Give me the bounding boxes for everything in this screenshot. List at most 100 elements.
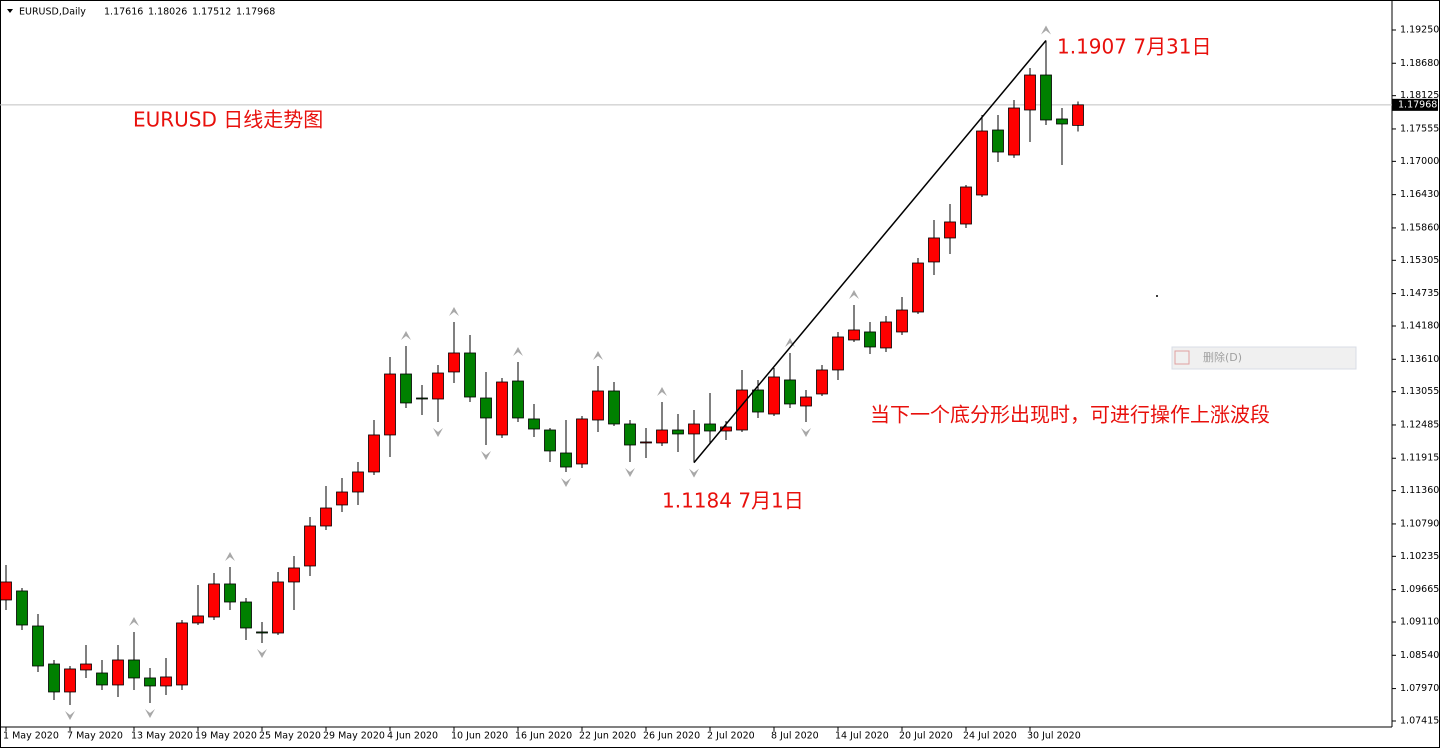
header-value: 1.17512: [192, 7, 231, 18]
fractal-down: [145, 708, 155, 718]
candle-body: [64, 668, 76, 693]
candle-body: [336, 491, 348, 506]
header-value: 1.17616: [104, 7, 143, 18]
menu-arrow: [7, 9, 13, 13]
candle-body: [816, 369, 828, 395]
y-tick-label: 1.12485: [1400, 419, 1439, 430]
candle-body: [624, 423, 636, 446]
candle-body: [432, 372, 444, 400]
context-menu[interactable]: [1171, 346, 1357, 370]
x-tick-label: 1 May 2020: [3, 731, 59, 742]
candle-body: [464, 352, 476, 398]
dot: [1156, 295, 1158, 297]
x-tick-label: 20 Jul 2020: [899, 731, 953, 742]
y-tick-label: 1.18125: [1400, 90, 1439, 101]
y-tick-label: 1.10790: [1400, 518, 1439, 529]
candle-body: [144, 677, 156, 687]
candle-body: [608, 390, 620, 425]
fractal-down: [561, 477, 571, 487]
fractal-up: [657, 386, 667, 396]
y-tick-label: 1.09665: [1400, 584, 1439, 595]
x-tick-label: 25 May 2020: [259, 731, 321, 742]
price-tag-label: 1.17968: [1398, 99, 1437, 110]
candle-body: [16, 590, 28, 626]
candle-body: [0, 581, 12, 601]
x-tick-label: 8 Jul 2020: [771, 731, 819, 742]
y-tick-label: 1.15860: [1400, 222, 1439, 233]
candle-body: [576, 418, 588, 465]
y-tick-label: 1.13055: [1400, 386, 1439, 397]
x-tick-label: 22 Jun 2020: [579, 731, 636, 742]
candle-body: [720, 426, 732, 432]
fractal-up: [449, 306, 459, 316]
candle-body: [672, 429, 684, 435]
header-value: 1.17968: [236, 7, 275, 18]
y-tick-label: 1.14735: [1400, 288, 1439, 299]
candle-body: [160, 676, 172, 687]
symbol: EURUSD,Daily: [19, 7, 86, 18]
candle-body: [544, 429, 556, 452]
candle-body: [592, 390, 604, 421]
candle-body: [992, 129, 1004, 153]
candle-body: [880, 321, 892, 349]
candle-body: [784, 379, 796, 405]
trend-line: [693, 40, 1047, 464]
candle-body: [1072, 104, 1084, 126]
candle-body: [288, 567, 300, 583]
y-tick-label: 1.17555: [1400, 123, 1439, 134]
candle-body: [272, 581, 284, 634]
candle-body: [192, 615, 204, 624]
x-tick-label: 14 Jul 2020: [835, 731, 889, 742]
candle-body: [384, 373, 396, 436]
candle-body: [736, 389, 748, 431]
fractal-up: [593, 351, 603, 360]
candle-body: [1008, 107, 1020, 156]
x-tick-label: 24 Jul 2020: [963, 731, 1017, 742]
candle-body: [896, 309, 908, 333]
candle-body: [1040, 74, 1052, 121]
candle-body: [448, 352, 460, 373]
y-tick-label: 1.17000: [1400, 156, 1439, 167]
candle-body: [1024, 74, 1036, 111]
fractal-down: [257, 648, 267, 658]
candle-body: [80, 663, 92, 671]
x-tick-label: 26 Jun 2020: [643, 731, 700, 742]
candle-body: [320, 507, 332, 527]
fractal-down: [801, 427, 811, 437]
y-tick-label: 1.16430: [1400, 189, 1439, 200]
price-tag: [1392, 98, 1438, 111]
candle-body: [832, 336, 844, 371]
menu-item[interactable]: 删除(D): [1203, 350, 1242, 364]
x-tick-label: 7 May 2020: [67, 731, 123, 742]
fractal-up: [401, 330, 411, 340]
fractal-up: [129, 616, 139, 626]
fractal-down: [481, 450, 491, 460]
header-value: 1.18026: [148, 7, 187, 18]
candle-body: [256, 631, 268, 634]
candle-body: [416, 397, 428, 400]
candle-body: [560, 452, 572, 468]
y-tick-label: 1.08540: [1400, 650, 1439, 661]
y-tick-label: 1.13610: [1400, 354, 1439, 365]
fractal-down: [433, 427, 443, 437]
candle-body: [112, 659, 124, 686]
candle-body: [912, 262, 924, 313]
x-tick-label: 2 Jul 2020: [707, 731, 755, 742]
y-tick-label: 1.15305: [1400, 255, 1439, 266]
x-tick-label: 13 May 2020: [131, 731, 193, 742]
y-tick-label: 1.19250: [1400, 24, 1439, 35]
candle-body: [48, 663, 60, 693]
candle-body: [176, 622, 188, 686]
candle-body: [352, 471, 364, 493]
y-tick-label: 1.07415: [1400, 715, 1439, 726]
candle-body: [400, 373, 412, 404]
candle-body: [128, 659, 140, 679]
y-tick-label: 1.09110: [1400, 617, 1439, 628]
candle-body: [1056, 118, 1068, 125]
candle-body: [976, 130, 988, 196]
candle-body: [800, 396, 812, 407]
candle-body: [96, 672, 108, 686]
x-tick-label: 30 Jul 2020: [1027, 731, 1081, 742]
candle-body: [768, 376, 780, 415]
